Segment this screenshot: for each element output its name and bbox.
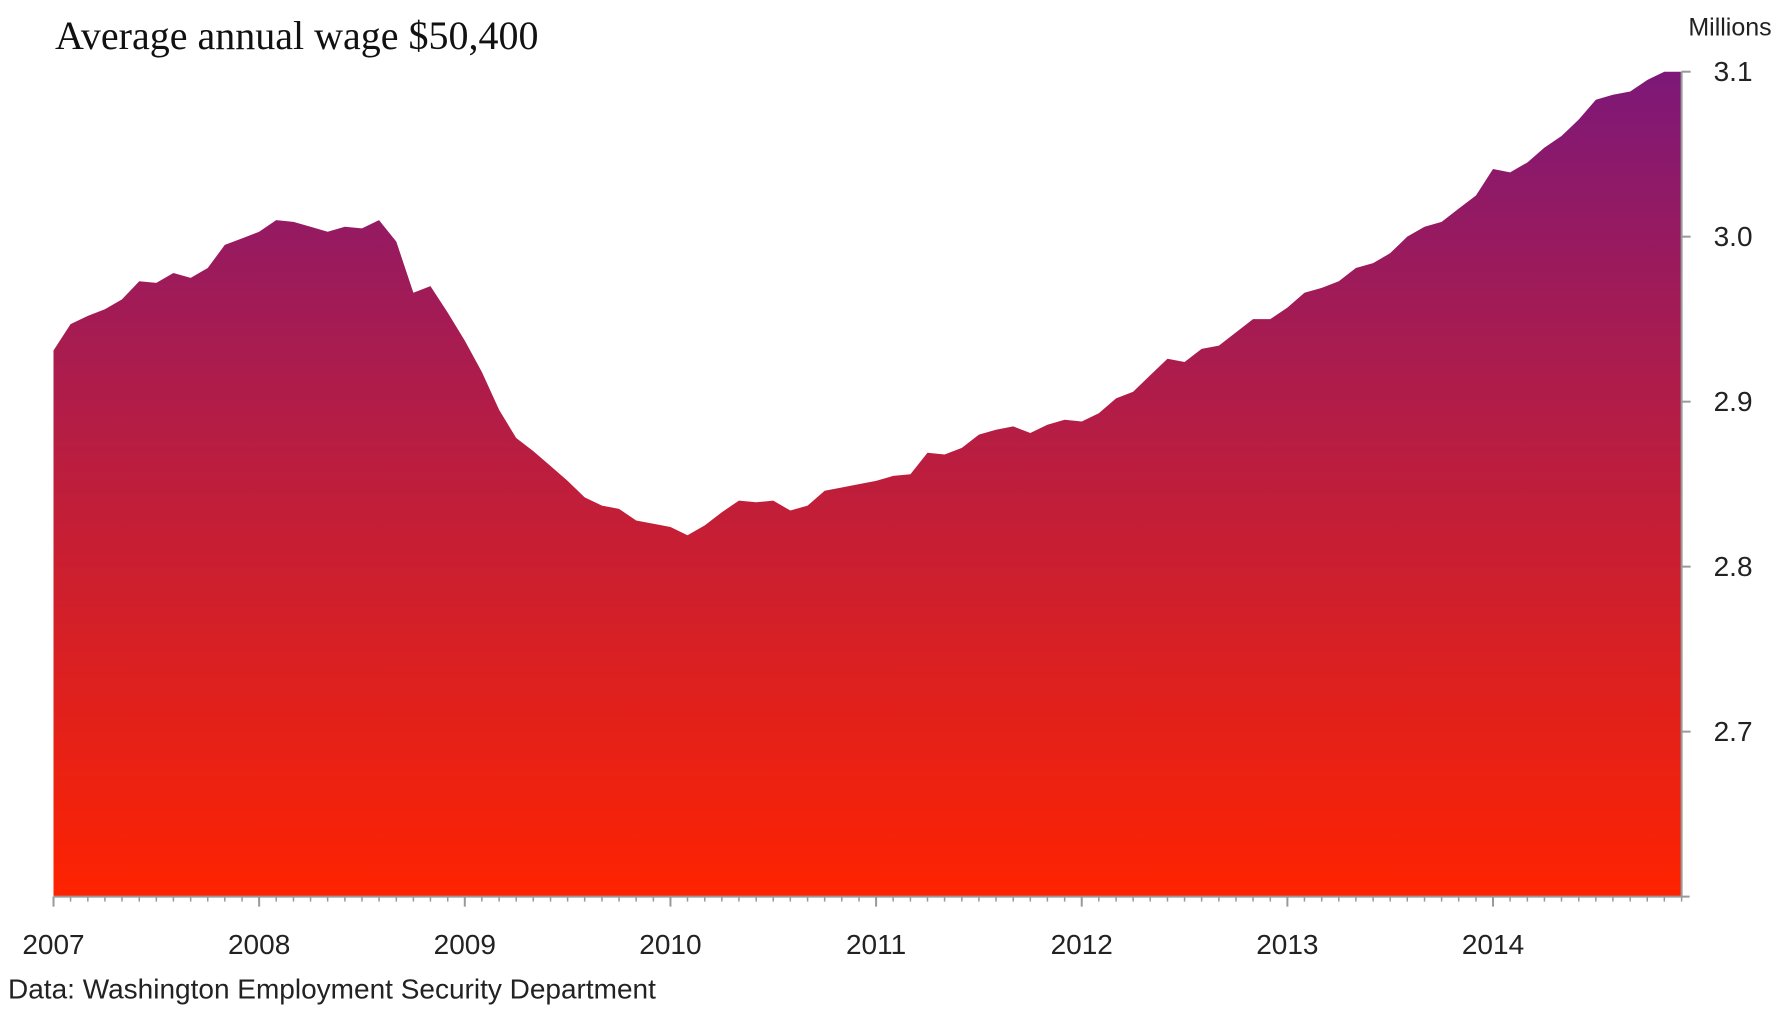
x-tick-label: 2011 — [846, 929, 906, 960]
x-tick-label: 2007 — [22, 929, 84, 960]
x-tick-label: 2008 — [228, 929, 290, 960]
y-tick-label: 2.8 — [1714, 551, 1753, 582]
x-tick-label: 2012 — [1051, 929, 1113, 960]
area — [53, 71, 1682, 897]
source-note: Data: Washington Employment Security Dep… — [8, 973, 656, 1004]
y-tick-label: 3.1 — [1714, 56, 1753, 87]
subtitle: Average annual wage $50,400 — [55, 13, 539, 58]
y-tick-label: 3.0 — [1714, 221, 1753, 252]
x-tick-label: 2014 — [1462, 929, 1524, 960]
x-tick-label: 2009 — [434, 929, 496, 960]
y-tick-label: 2.9 — [1714, 386, 1753, 417]
x-tick-label: 2010 — [639, 929, 701, 960]
y-tick-label: 2.7 — [1714, 716, 1753, 747]
y-axis-label: Millions — [1688, 14, 1771, 42]
x-tick-label: 2013 — [1256, 929, 1318, 960]
